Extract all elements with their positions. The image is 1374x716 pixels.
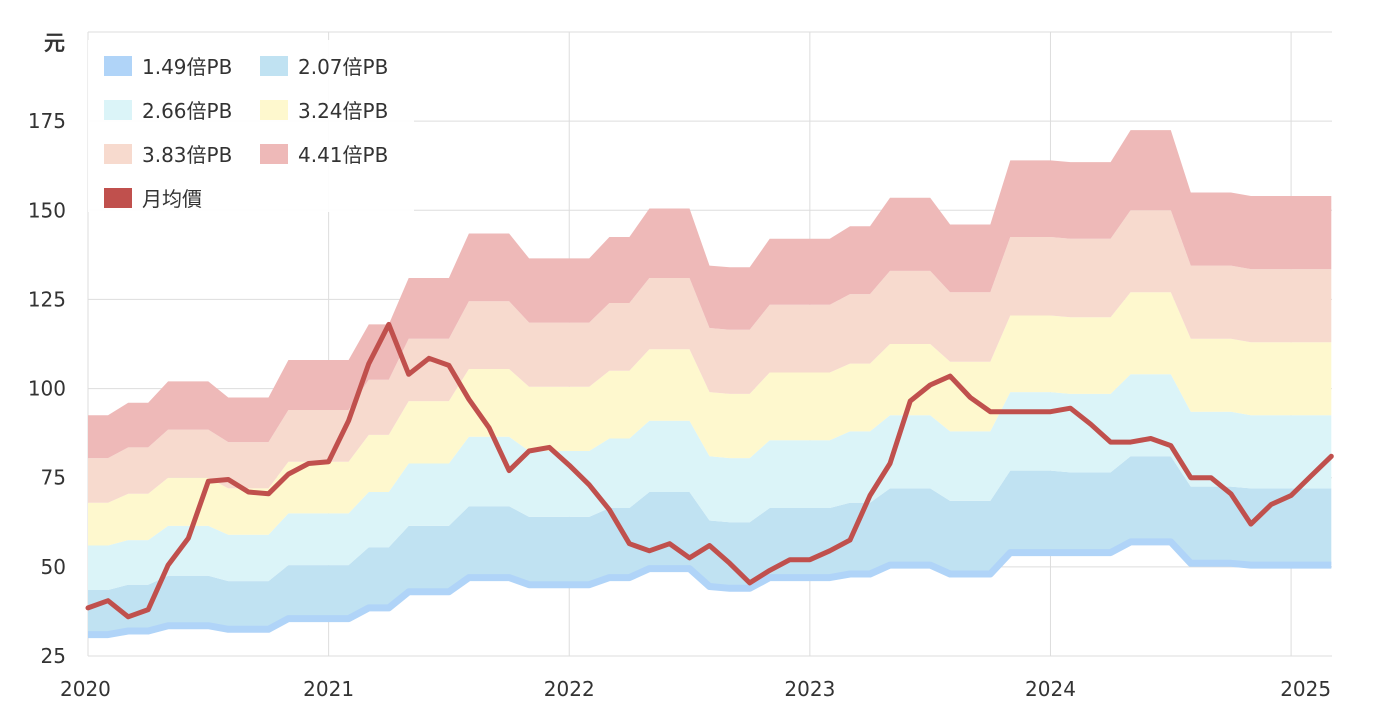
legend-swatch-2 — [104, 100, 132, 120]
legend-swatch-0 — [104, 56, 132, 76]
price-line — [85, 321, 1334, 620]
y-tick-label-2: 75 — [41, 466, 66, 490]
legend-swatch-4 — [104, 144, 132, 164]
y-axis-unit: 元 — [44, 31, 65, 55]
y-tick-label-0: 25 — [41, 644, 66, 668]
legend-swatch-1 — [260, 56, 288, 76]
pb-line-1 — [88, 538, 1332, 639]
band-4 — [88, 292, 1332, 546]
pb-bands — [88, 130, 1332, 639]
x-tick-label-0: 2020 — [60, 677, 111, 701]
legend-swatch-3 — [260, 100, 288, 120]
price-line-layer — [85, 321, 1334, 620]
legend-label-0: 1.49倍PB — [142, 55, 232, 79]
y-tick-label-1: 50 — [41, 555, 66, 579]
band-5 — [88, 210, 1332, 503]
legend: 1.49倍PB 2.07倍PB 2.66倍PB 3.24倍PB 3.83倍PB 4.41倍… — [88, 40, 414, 212]
y-tick-label-6: 175 — [28, 109, 66, 133]
legend-label-1: 2.07倍PB — [298, 55, 388, 79]
legend-label-3: 3.24倍PB — [298, 99, 388, 123]
x-tick-label-4: 2024 — [1025, 677, 1076, 701]
y-tick-label-4: 125 — [28, 287, 66, 311]
legend-label-2: 2.66倍PB — [142, 99, 232, 123]
x-tick-label-1: 2021 — [303, 677, 354, 701]
legend-swatch-5 — [260, 144, 288, 164]
legend-label-5: 4.41倍PB — [298, 143, 388, 167]
band-6 — [88, 130, 1332, 459]
x-tick-label-5: 2025 — [1280, 677, 1331, 701]
x-tick-label-3: 2023 — [784, 677, 835, 701]
band-3 — [88, 374, 1332, 590]
x-tick-label-2: 2022 — [544, 677, 595, 701]
legend-swatch-6 — [104, 188, 132, 208]
legend-label-4: 3.83倍PB — [142, 143, 232, 167]
axes: 25 50 75 100 125 150 175 元 2020 2021 2022 2023 2024 2… — [28, 31, 1331, 701]
y-tick-label-3: 100 — [28, 377, 66, 401]
legend-label-6: 月均價 — [142, 187, 202, 211]
y-tick-label-5: 150 — [28, 198, 66, 222]
legend-background — [88, 40, 414, 212]
